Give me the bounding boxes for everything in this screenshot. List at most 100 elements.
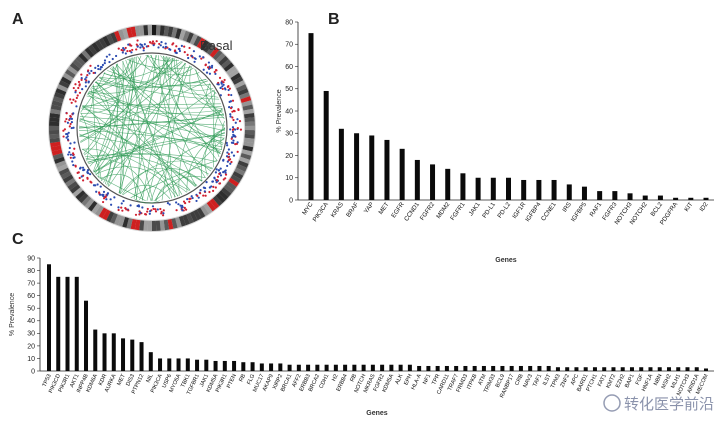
circos-cnv-point — [226, 164, 229, 168]
circos-band — [206, 44, 216, 56]
circos-band — [58, 80, 70, 89]
circos-cnv-point — [152, 44, 155, 47]
chart-b-x-tick-label: PIK3CA — [311, 200, 330, 223]
circos-band — [60, 76, 72, 85]
chart-b-bar — [430, 164, 436, 200]
circos-cnv-point — [183, 206, 186, 209]
chart-c-bar — [139, 342, 144, 371]
circos-cnv-point — [203, 190, 206, 193]
circos-link — [150, 54, 208, 84]
chart-c-bar — [111, 333, 116, 371]
chart-c-x-tick-label: BCL9 — [495, 373, 506, 388]
circos-cnv-point — [127, 43, 130, 46]
circos-band — [126, 27, 133, 38]
circos-band — [98, 37, 108, 49]
circos-cnv-point — [102, 190, 106, 193]
circos-cnv-point — [231, 110, 234, 113]
circos-band — [67, 65, 78, 75]
circos-cnv-point — [236, 126, 239, 130]
circos-link — [79, 116, 225, 126]
circos-band — [244, 117, 255, 123]
circos-band — [54, 92, 65, 100]
circos-link — [122, 184, 171, 199]
circos-cnv-point — [73, 141, 76, 144]
circos-cnv-point — [200, 57, 203, 60]
chart-c-bar — [518, 365, 523, 371]
circos-cnv-point — [161, 214, 165, 217]
chart-b-bar — [551, 179, 557, 200]
circos-band — [193, 209, 202, 221]
circos-band — [69, 184, 81, 194]
circos-cnv-point — [159, 44, 162, 47]
circos-cnv-point — [97, 67, 100, 71]
circos-band — [139, 220, 145, 231]
chart-b-bar — [338, 128, 344, 200]
circos-cnv-point — [76, 94, 79, 97]
chart-b-y-tick-label: 10 — [285, 175, 293, 182]
circos-cnv-point — [226, 160, 229, 163]
circos-cnv-point — [188, 46, 191, 50]
circos-plot: Basal — [48, 24, 256, 232]
circos-cnv-point — [105, 55, 108, 58]
circos-link — [161, 63, 186, 201]
circos-cnv-point — [239, 128, 243, 131]
circos-cnv-point — [213, 177, 216, 180]
circos-cnv-point — [72, 163, 75, 167]
circos-cnv-point — [212, 185, 215, 188]
chart-c-bar — [296, 364, 301, 371]
circos-band — [55, 88, 67, 96]
circos-band — [118, 29, 126, 41]
chart-b-bar — [627, 193, 633, 200]
circos-cnv-point — [180, 44, 183, 47]
chart-c-x-tick-label: CDH1 — [319, 373, 331, 389]
circos-cnv-point — [92, 71, 95, 75]
circos-cnv-point — [120, 206, 123, 209]
circos-band — [230, 72, 242, 82]
chart-c-bar — [509, 365, 514, 371]
circos-link — [79, 119, 222, 150]
circos-band — [55, 160, 67, 168]
circos-cnv-point — [77, 171, 80, 174]
circos-band — [143, 25, 149, 36]
circos-cnv-point — [227, 159, 231, 162]
circos-link — [79, 80, 208, 137]
circos-cnv-point — [140, 43, 143, 47]
circos-cnv-point — [64, 120, 67, 123]
circos-band — [239, 92, 250, 100]
chart-c-bar — [694, 367, 699, 371]
chart-c-bar — [204, 359, 209, 371]
circos-cnv-point — [175, 209, 178, 212]
circos-cnv-point — [138, 213, 141, 216]
circos-band — [193, 35, 202, 47]
circos-cnv-point — [215, 168, 218, 171]
circos-cnv-point — [202, 68, 205, 71]
chart-c-bar — [472, 365, 477, 371]
circos-link — [95, 81, 212, 172]
circos-cnv-point — [78, 176, 81, 180]
chart-c-y-tick-label: 20 — [27, 343, 35, 350]
circos-cnv-point — [186, 53, 189, 56]
chart-c-x-tick-label: ATM — [477, 373, 487, 386]
circos-cnv-point — [103, 59, 107, 62]
circos-band — [98, 207, 108, 219]
circos-cnv-point — [227, 156, 230, 159]
circos-band — [244, 112, 255, 119]
circos-band — [196, 37, 206, 49]
chart-b-y-label: % Prevalence — [276, 89, 283, 132]
circos-cnv-point — [166, 202, 170, 205]
circos-cnv-point — [69, 122, 72, 126]
chart-c-bar — [398, 364, 403, 371]
circos-link — [145, 55, 180, 62]
chart-b-y-tick-label: 0 — [289, 197, 293, 204]
circos-band — [163, 25, 170, 37]
circos-link — [147, 55, 194, 76]
circos-cnv-point — [152, 207, 155, 211]
circos-band — [152, 220, 157, 231]
circos-cnv-point — [177, 203, 180, 206]
circos-band — [143, 220, 149, 231]
chart-b-y-tick-label: 70 — [285, 42, 293, 49]
circos-cnv-point — [69, 98, 72, 101]
circos-link — [93, 109, 223, 173]
circos-band — [114, 30, 122, 42]
